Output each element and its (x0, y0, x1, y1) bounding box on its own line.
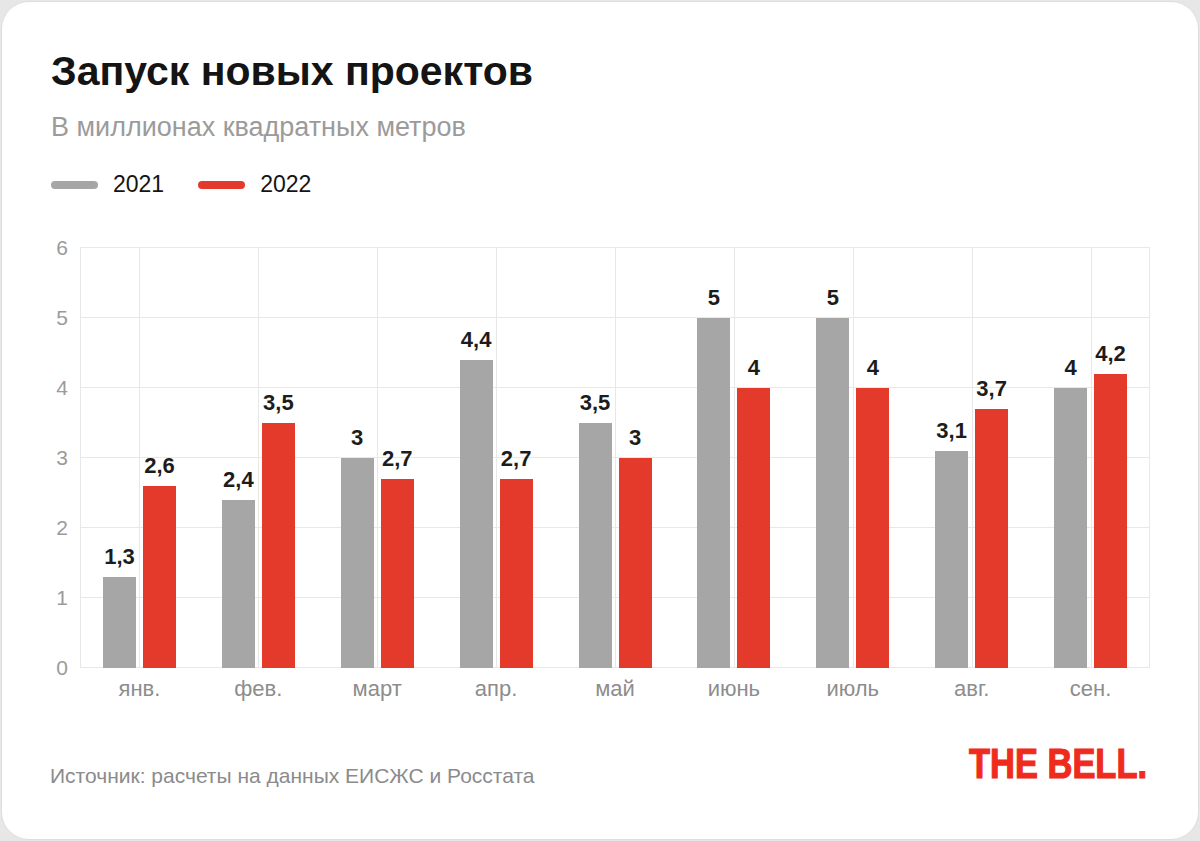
legend-swatch-2021 (51, 181, 98, 189)
bar-2021-фев. (222, 500, 255, 668)
legend-item-2022: 2022 (198, 171, 311, 198)
y-axis-label: 3 (28, 446, 68, 470)
bar-2022-июнь (737, 388, 770, 668)
month-label: май (595, 676, 635, 702)
grid-line-v (853, 248, 854, 668)
month-label: авг. (954, 676, 989, 702)
grid-line-v (377, 248, 378, 668)
y-axis-label: 0 (28, 656, 68, 680)
grid-line-v (139, 248, 140, 668)
bar-value-label: 2,7 (501, 446, 532, 472)
bar-2021-март (341, 458, 374, 668)
month-label: апр. (475, 676, 518, 702)
bar-2022-май (619, 458, 652, 668)
bar-value-label: 4 (748, 355, 760, 381)
chart-subtitle: В миллионах квадратных метров (51, 112, 466, 143)
y-axis-label: 6 (28, 236, 68, 260)
bar-value-label: 3,1 (936, 418, 967, 444)
grid-line-v (258, 248, 259, 668)
bar-value-label: 3,7 (976, 376, 1007, 402)
legend-swatch-2022 (198, 181, 245, 189)
legend-label-2022: 2022 (260, 171, 311, 198)
bar-value-label: 3,5 (263, 390, 294, 416)
bar-2022-март (381, 479, 414, 668)
y-axis-label: 2 (28, 516, 68, 540)
bar-2022-фев. (262, 423, 295, 668)
bar-value-label: 3 (351, 425, 363, 451)
bar-value-label: 1,3 (104, 544, 135, 570)
bar-2021-май (579, 423, 612, 668)
legend-label-2021: 2021 (113, 171, 164, 198)
bar-2021-апр. (460, 360, 493, 668)
month-label: июнь (708, 676, 760, 702)
bar-2022-авг. (975, 409, 1008, 668)
bar-value-label: 2,4 (223, 467, 254, 493)
bar-value-label: 5 (827, 285, 839, 311)
bar-2021-июль (816, 318, 849, 668)
source-note: Источник: расчеты на данных ЕИСЖС и Росс… (50, 764, 535, 788)
grid-line-v (1091, 248, 1092, 668)
bar-value-label: 5 (708, 285, 720, 311)
bar-value-label: 4 (867, 355, 879, 381)
grid-line-v (1149, 248, 1150, 668)
month-label: сен. (1070, 676, 1112, 702)
y-axis-label: 4 (28, 376, 68, 400)
bar-value-label: 4,2 (1095, 341, 1126, 367)
bar-2022-янв. (143, 486, 176, 668)
bar-value-label: 2,6 (144, 453, 175, 479)
month-label: июль (826, 676, 879, 702)
bar-2021-июнь (697, 318, 730, 668)
month-label: фев. (234, 676, 282, 702)
bar-2021-сен. (1054, 388, 1087, 668)
month-label: янв. (119, 676, 161, 702)
legend-item-2021: 2021 (51, 171, 164, 198)
bar-value-label: 4 (1064, 355, 1076, 381)
bar-value-label: 4,4 (461, 327, 492, 353)
bar-value-label: 3 (629, 425, 641, 451)
bar-2022-апр. (500, 479, 533, 668)
y-axis-label: 5 (28, 306, 68, 330)
y-axis-label: 1 (28, 586, 68, 610)
chart-card: Запуск новых проектов В миллионах квадра… (1, 1, 1199, 840)
grid-line-v (80, 248, 81, 668)
plot-area: 1,32,6янв.2,43,5фев.32,7март4,42,7апр.3,… (80, 248, 1150, 668)
legend: 2021 2022 (51, 171, 311, 198)
grid-line-v (496, 248, 497, 668)
bar-2021-авг. (935, 451, 968, 668)
grid-line-v (972, 248, 973, 668)
month-label: март (353, 676, 402, 702)
bar-2021-янв. (103, 577, 136, 668)
bar-value-label: 2,7 (382, 446, 413, 472)
bar-value-label: 3,5 (580, 390, 611, 416)
the-bell-logo: THE BELL. (969, 743, 1147, 785)
grid-line-v (734, 248, 735, 668)
page-title: Запуск новых проектов (51, 48, 533, 95)
bar-2022-июль (856, 388, 889, 668)
grid-line-v (615, 248, 616, 668)
bar-2022-сен. (1094, 374, 1127, 668)
